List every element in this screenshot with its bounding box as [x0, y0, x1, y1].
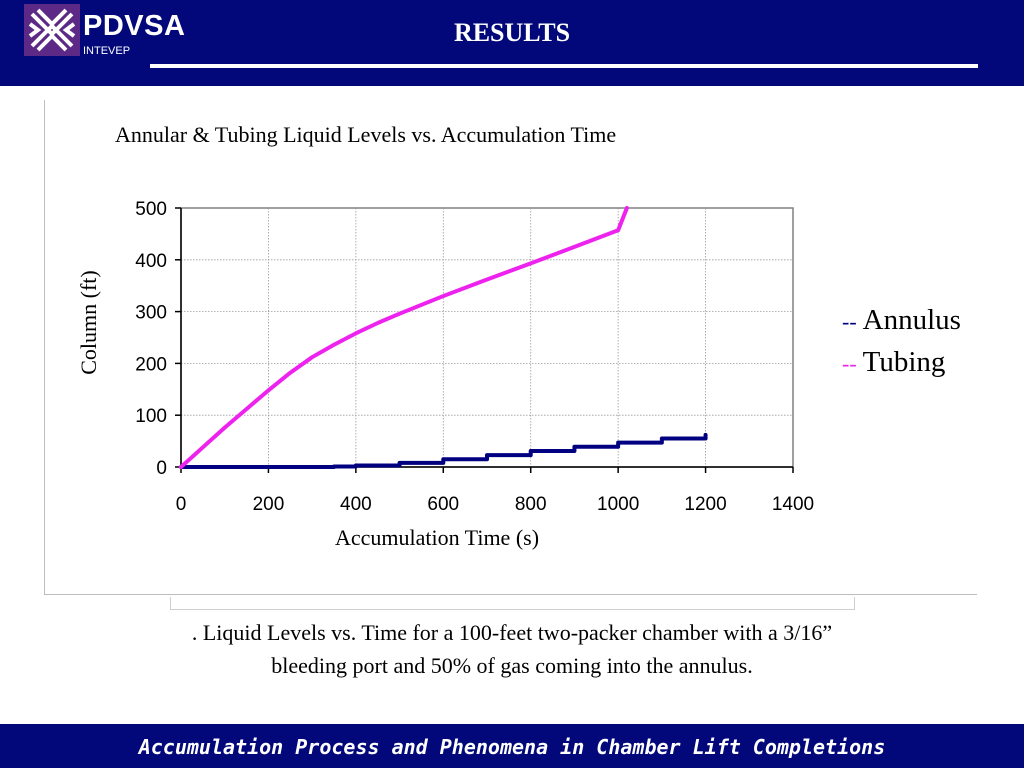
- x-tick-label: 200: [253, 494, 285, 515]
- chart-legend: -- Annulus -- Tubing: [842, 300, 961, 384]
- y-tick-label: 500: [135, 199, 167, 220]
- brand-subtitle: INTEVEP: [83, 45, 131, 57]
- header-bar: PDVSA INTEVEP RESULTS: [0, 0, 1024, 86]
- figure-caption: . Liquid Levels vs. Time for a 100-feet …: [90, 616, 934, 682]
- caption-line-2: bleeding port and 50% of gas coming into…: [271, 653, 753, 678]
- y-tick-label: 300: [135, 303, 167, 324]
- slide-title: RESULTS: [453, 18, 571, 47]
- y-tick-label: 100: [135, 406, 167, 427]
- liquid-level-chart: 0 100 200 300 400 500 0 200 400 600 800 1000 1200 140…: [76, 199, 814, 550]
- legend-item-annulus: -- Annulus: [842, 300, 961, 342]
- legend-label-tubing: Tubing: [862, 346, 946, 378]
- brand-name: PDVSA: [83, 10, 186, 42]
- x-tick-label: 1000: [597, 494, 639, 515]
- plot-area: [180, 207, 794, 468]
- y-axis-label: Column (ft): [76, 270, 101, 375]
- x-axis-label: Accumulation Time (s): [335, 525, 539, 550]
- legend-dash-tubing: --: [842, 351, 857, 376]
- caption-box: [170, 597, 855, 610]
- x-tick-label: 1200: [684, 494, 726, 515]
- y-tick-label: 400: [135, 251, 167, 272]
- chart-frame: [44, 100, 977, 595]
- series-line-annulus: [179, 432, 708, 469]
- legend-dash-annulus: --: [842, 309, 857, 334]
- caption-line-1: . Liquid Levels vs. Time for a 100-feet …: [191, 620, 833, 645]
- y-tick-label: 0: [156, 458, 167, 479]
- series-line-tubing: [179, 206, 629, 469]
- header-divider: [150, 64, 978, 68]
- footer-title: Accumulation Process and Phenomena in Ch…: [138, 735, 886, 759]
- x-tick-label: 400: [340, 494, 372, 515]
- footer-bar: Accumulation Process and Phenomena in Ch…: [0, 724, 1024, 768]
- y-tick-label: 200: [135, 354, 167, 375]
- legend-label-annulus: Annulus: [862, 304, 961, 336]
- legend-item-tubing: -- Tubing: [842, 342, 961, 384]
- chart-title: Annular & Tubing Liquid Levels vs. Accum…: [115, 122, 617, 147]
- x-tick-label: 1400: [772, 494, 814, 515]
- x-tick-label: 800: [515, 494, 547, 515]
- x-tick-label: 0: [176, 494, 187, 515]
- pdvsa-logo-icon: [24, 4, 80, 56]
- x-tick-label: 600: [427, 494, 459, 515]
